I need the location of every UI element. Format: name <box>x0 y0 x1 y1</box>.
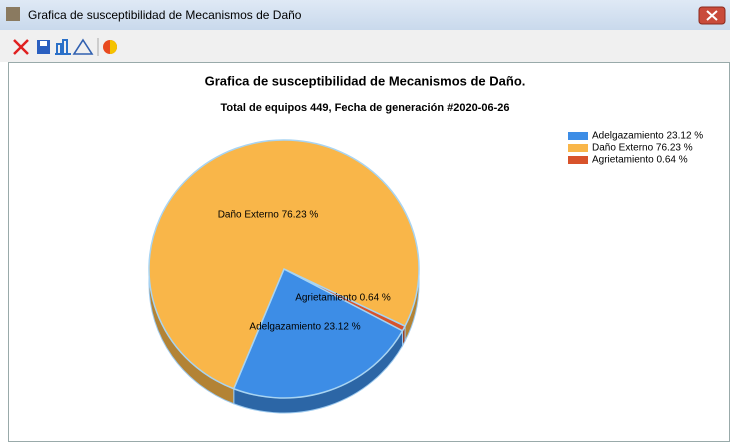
tool-save-label <box>40 41 47 46</box>
tool-chart[interactable] <box>55 39 71 55</box>
slice-label: Agrietamiento 0.64 % <box>295 293 391 304</box>
toolbar <box>0 30 730 62</box>
pie: Adelgazamiento 23.12 % Daño Externo 76.23… <box>148 139 420 414</box>
legend-label: Agrietamiento 0.64 % <box>592 155 688 166</box>
legend-swatch <box>568 132 588 140</box>
window-title: Grafica de susceptibilidad de Mecanismos… <box>28 8 302 22</box>
legend-label: Adelgazamiento 23.12 % <box>592 131 703 142</box>
chart-title: Grafica de susceptibilidad de Mecanismos… <box>205 73 526 88</box>
title-bar <box>0 0 730 30</box>
legend-swatch <box>568 156 588 164</box>
chart-subtitle: Total de equipos 449, Fecha de generació… <box>221 102 510 114</box>
legend: Adelgazamiento 23.12 %Daño Externo 76.23… <box>568 131 703 166</box>
pie-slice <box>232 267 404 399</box>
legend-label: Daño Externo 76.23 % <box>592 143 693 154</box>
pie-slice <box>148 139 420 390</box>
tool-pie-part <box>110 40 117 54</box>
close-icon <box>706 10 718 21</box>
app-icon <box>6 7 20 21</box>
pie-slice <box>283 268 407 332</box>
slice-label: Daño Externo 76.23 % <box>218 210 319 221</box>
tool-close[interactable] <box>13 39 29 55</box>
slice-label: Adelgazamiento 23.12 % <box>249 322 360 333</box>
legend-swatch <box>568 144 588 152</box>
tool-warning[interactable] <box>72 38 94 55</box>
